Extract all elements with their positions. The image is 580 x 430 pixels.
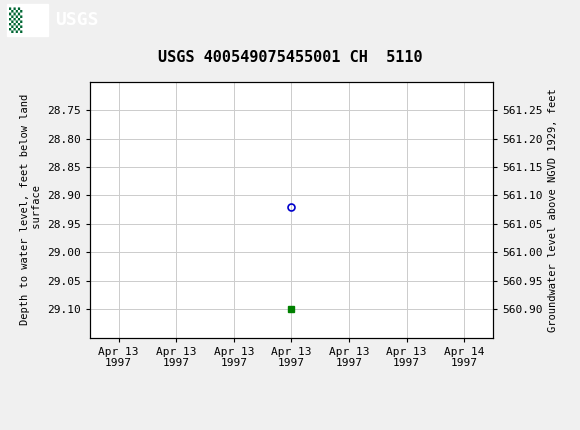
Text: USGS: USGS — [55, 11, 99, 29]
Text: ▒: ▒ — [9, 7, 22, 33]
Y-axis label: Depth to water level, feet below land
 surface: Depth to water level, feet below land su… — [20, 94, 42, 325]
FancyBboxPatch shape — [7, 4, 48, 36]
Text: USGS 400549075455001 CH  5110: USGS 400549075455001 CH 5110 — [158, 49, 422, 64]
Y-axis label: Groundwater level above NGVD 1929, feet: Groundwater level above NGVD 1929, feet — [548, 88, 558, 332]
